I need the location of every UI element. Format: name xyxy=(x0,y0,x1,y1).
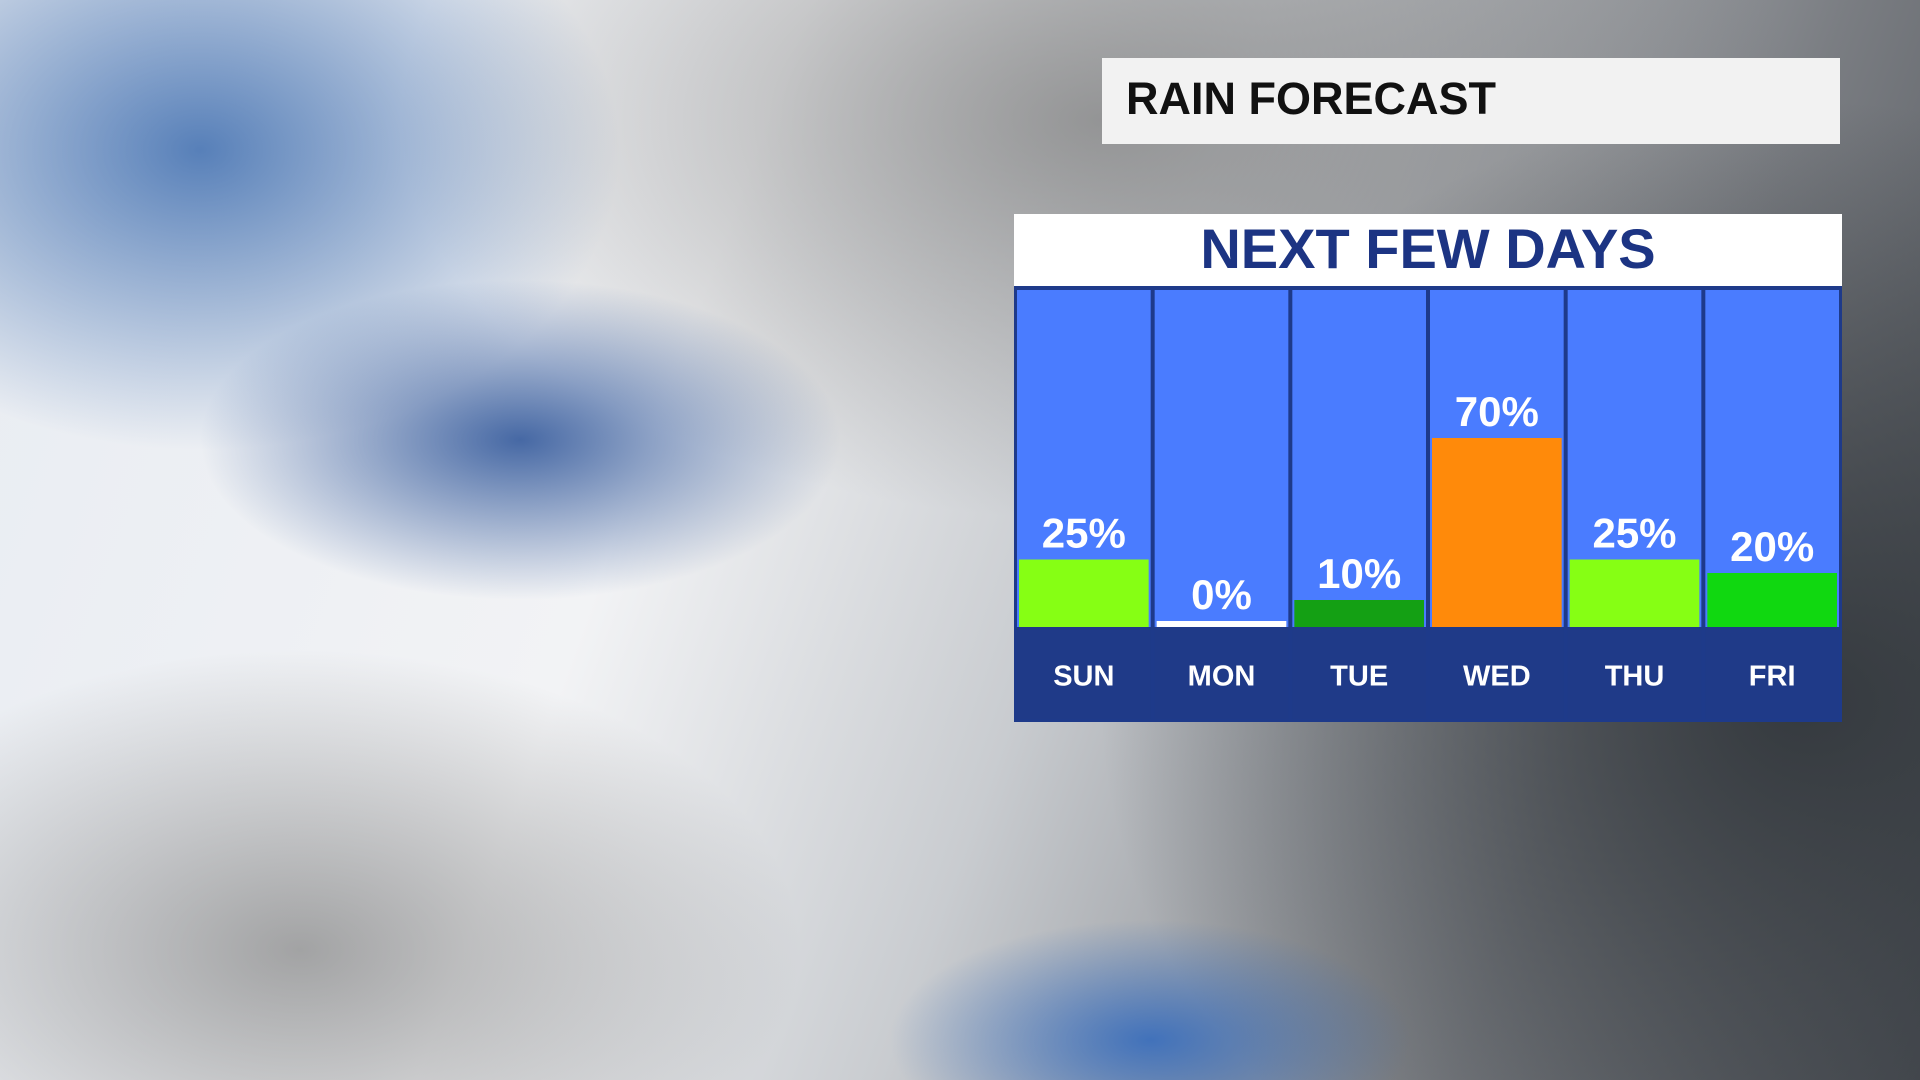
day-label: MON xyxy=(1188,661,1256,693)
day-cell xyxy=(1017,627,1151,719)
value-label: 70% xyxy=(1455,388,1539,435)
header-box xyxy=(1102,58,1840,144)
day-cell xyxy=(1292,627,1426,719)
bar xyxy=(1294,600,1424,627)
bar xyxy=(1569,559,1700,627)
panel xyxy=(1014,214,1842,722)
value-label: 10% xyxy=(1317,550,1401,597)
day-label: FRI xyxy=(1749,661,1796,693)
column xyxy=(1292,290,1426,627)
day-cell xyxy=(1705,627,1839,719)
day-label: SUN xyxy=(1053,661,1114,693)
column xyxy=(1154,290,1289,627)
bar xyxy=(1019,559,1149,627)
day-label: THU xyxy=(1605,661,1665,693)
value-label: 25% xyxy=(1592,510,1676,557)
value-label: 25% xyxy=(1042,510,1126,557)
chart-title: NEXT FEW DAYS xyxy=(1200,217,1655,280)
title-box xyxy=(1014,214,1842,286)
day-label: WED xyxy=(1463,661,1531,693)
column xyxy=(1705,290,1839,627)
day-cell xyxy=(1567,627,1702,719)
bar xyxy=(1707,573,1837,627)
bar xyxy=(1156,621,1287,627)
bar xyxy=(1432,438,1562,627)
header-text: RAIN FORECAST xyxy=(1126,73,1496,124)
day-label: TUE xyxy=(1330,661,1388,693)
day-cell xyxy=(1154,627,1289,719)
value-label: 0% xyxy=(1191,571,1252,618)
day-cell xyxy=(1430,627,1564,719)
value-label: 20% xyxy=(1730,523,1814,570)
